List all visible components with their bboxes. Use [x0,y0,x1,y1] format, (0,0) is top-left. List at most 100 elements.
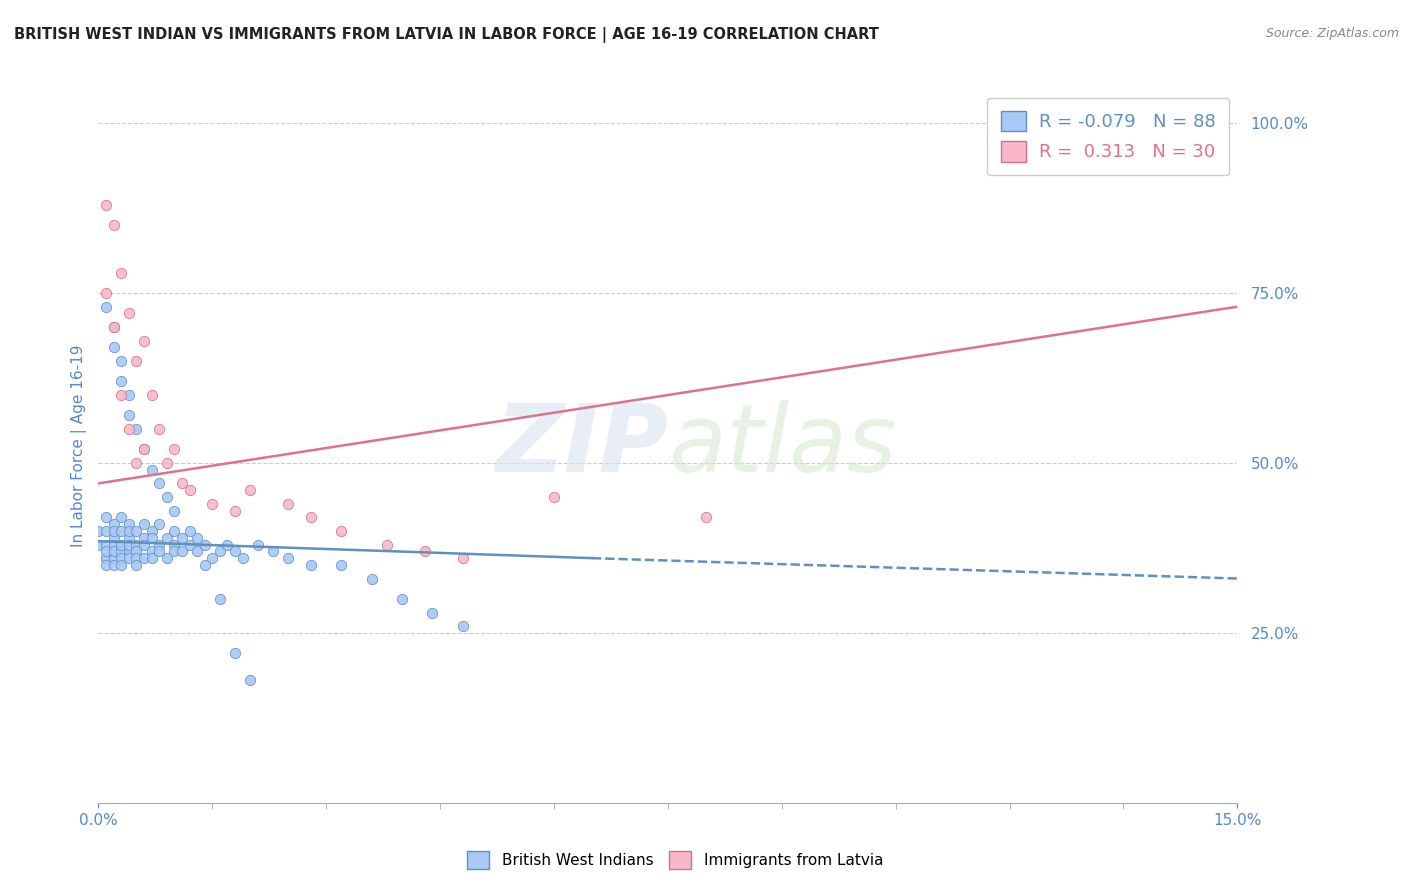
Point [360,572,382,586]
Point [239,673,262,688]
Point [132,334,155,348]
Point [246,537,269,551]
Point [156,551,179,566]
Point [132,442,155,457]
Point [125,456,148,470]
Point [94,198,117,212]
Point [375,537,398,551]
Point [132,551,155,566]
Point [330,558,353,572]
Point [201,551,224,566]
Point [141,551,163,566]
Point [141,463,163,477]
Text: BRITISH WEST INDIAN VS IMMIGRANTS FROM LATVIA IN LABOR FORCE | AGE 16-19 CORRELA: BRITISH WEST INDIAN VS IMMIGRANTS FROM L… [14,27,879,43]
Point [156,531,179,545]
Point [170,476,193,491]
Point [132,442,155,457]
Point [148,517,170,532]
Point [163,503,186,517]
Point [103,320,125,334]
Point [132,517,155,532]
Point [110,558,132,572]
Point [103,558,125,572]
Point [94,510,117,524]
Point [277,497,299,511]
Point [413,544,436,558]
Point [232,551,254,566]
Point [170,544,193,558]
Point [194,558,217,572]
Point [94,544,117,558]
Point [156,490,179,504]
Legend: R = -0.079   N = 88, R =  0.313   N = 30: R = -0.079 N = 88, R = 0.313 N = 30 [987,97,1229,175]
Point [118,551,141,566]
Point [125,524,148,538]
Point [118,524,141,538]
Point [103,218,125,232]
Point [103,551,125,566]
Point [224,646,246,660]
Point [299,510,322,524]
Point [118,537,141,551]
Point [422,606,444,620]
Point [141,524,163,538]
Point [543,490,565,504]
Point [103,531,125,545]
Point [110,544,132,558]
Point [132,537,155,551]
Point [125,422,148,436]
Point [110,354,132,368]
Point [186,544,208,558]
Point [1150,129,1173,144]
Point [208,591,231,606]
Legend: British West Indians, Immigrants from Latvia: British West Indians, Immigrants from La… [460,845,890,875]
Point [125,537,148,551]
Point [118,388,141,402]
Point [94,524,117,538]
Point [208,544,231,558]
Point [224,544,246,558]
Text: ZIP: ZIP [495,400,668,492]
Point [103,517,125,532]
Text: atlas: atlas [668,401,896,491]
Point [330,524,353,538]
Point [103,524,125,538]
Point [163,544,186,558]
Point [110,266,132,280]
Point [148,537,170,551]
Point [451,551,474,566]
Point [239,483,262,498]
Point [103,341,125,355]
Point [110,537,132,551]
Point [148,544,170,558]
Point [110,388,132,402]
Point [163,442,186,457]
Point [103,537,125,551]
Point [179,537,201,551]
Point [118,422,141,436]
Point [118,544,141,558]
Point [125,354,148,368]
Point [163,537,186,551]
Point [156,456,179,470]
Point [103,320,125,334]
Point [217,537,239,551]
Point [110,375,132,389]
Point [125,544,148,558]
Point [194,537,217,551]
Point [110,551,132,566]
Point [94,300,117,314]
Point [277,551,299,566]
Point [118,409,141,423]
Point [299,558,322,572]
Point [148,422,170,436]
Point [141,544,163,558]
Point [118,517,141,532]
Point [224,503,246,517]
Text: Source: ZipAtlas.com: Source: ZipAtlas.com [1265,27,1399,40]
Point [148,476,170,491]
Point [87,524,110,538]
Point [695,510,717,524]
Point [110,537,132,551]
Point [141,388,163,402]
